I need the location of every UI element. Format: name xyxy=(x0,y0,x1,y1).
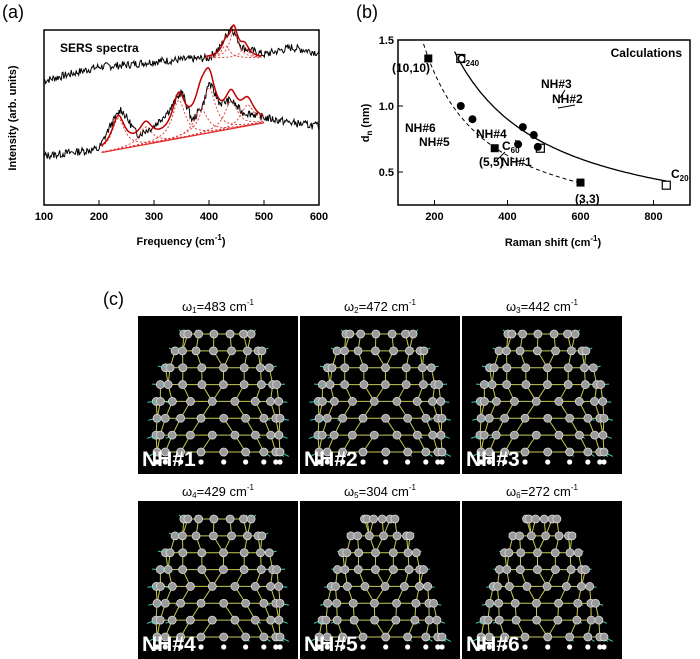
tile-label-3: NH#3 xyxy=(466,448,520,472)
panel-a-xtick-label: 200 xyxy=(90,211,108,223)
panel-b-frame xyxy=(398,40,690,205)
tile-caption-5: ω5=304 cm-1 xyxy=(300,483,460,500)
label-nh1: NH#1 xyxy=(501,155,532,169)
tile-label-2: NH#2 xyxy=(304,448,358,472)
panel-a-xtick-label: 600 xyxy=(310,211,328,223)
panel-b-ylabel: dn (nm) xyxy=(360,103,374,142)
tile-caption-4: ω4=429 cm-1 xyxy=(138,483,298,500)
label-nh5: NH#5 xyxy=(419,135,450,149)
label-tube-5-5: (5,5) xyxy=(479,155,504,169)
label-tube-10-10: (10,10) xyxy=(392,61,430,75)
panel-b-xtick-label: 400 xyxy=(498,211,516,223)
panel-b-xlabel: Raman shift (cm-1) xyxy=(505,234,602,249)
structure-image-4: NH#4 xyxy=(138,501,298,659)
structure-image-2: NH#2 xyxy=(300,316,460,474)
tile-label-1: NH#1 xyxy=(142,448,196,472)
panel-a-xtick-label: 100 xyxy=(35,211,53,223)
label-tube-3-3: (3,3) xyxy=(575,192,600,206)
panel-a-xtick-label: 300 xyxy=(145,211,163,223)
structure-image-1: NH#1 xyxy=(138,316,298,474)
panel-b-chart: Calculations dn (nm) Raman shift (cm-1) … xyxy=(355,0,700,280)
nanohorn-point xyxy=(519,123,527,131)
label-nh2: NH#2 xyxy=(552,92,583,106)
structure-image-3: NH#3 xyxy=(462,316,622,474)
nanotube-point xyxy=(577,179,585,187)
tile-label-5: NH#5 xyxy=(304,633,358,657)
panel-a-ylabel: Intensity (arb. units) xyxy=(7,65,19,170)
structure-image-6: NH#6 xyxy=(462,501,622,659)
panel-a-title: SERS spectra xyxy=(60,41,139,55)
tile-caption-2: ω2=472 cm-1 xyxy=(300,298,460,315)
panel-a-xtick-label: 500 xyxy=(255,211,273,223)
panel-a-frame xyxy=(44,30,319,205)
panel-label-c: (c) xyxy=(103,289,124,310)
panel-b-xtick-label: 600 xyxy=(571,211,589,223)
panel-b-xtick-label: 200 xyxy=(425,211,443,223)
nanohorn-point xyxy=(457,102,465,110)
nanohorn-point xyxy=(530,131,538,139)
spectrum-upper xyxy=(44,27,319,84)
tile-label-6: NH#6 xyxy=(466,633,520,657)
label-c240: C240 xyxy=(457,52,480,68)
nanohorn-point xyxy=(534,143,542,151)
peak-fit xyxy=(102,118,264,147)
panel-a-xlabel: Frequency (cm-1) xyxy=(136,233,225,248)
label-c20: C20 xyxy=(671,167,689,183)
panel-b-xtick-label: 800 xyxy=(644,211,662,223)
label-nh6: NH#6 xyxy=(405,121,436,135)
nanohorn-point xyxy=(468,115,476,123)
panel-b-title: Calculations xyxy=(611,46,683,60)
tile-caption-3: ω3=442 cm-1 xyxy=(462,298,622,315)
panel-b-ytick-label: 0.5 xyxy=(379,167,394,179)
nanotube-point xyxy=(491,144,499,152)
structure-image-5: NH#5 xyxy=(300,501,460,659)
panel-b-ytick-label: 1.5 xyxy=(379,35,394,47)
panel-b-ytick-label: 1.0 xyxy=(379,101,394,113)
fullerene-point xyxy=(662,181,670,189)
tile-caption-6: ω6=272 cm-1 xyxy=(462,483,622,500)
label-nh3: NH#3 xyxy=(541,77,572,91)
panel-a-xtick-label: 400 xyxy=(200,211,218,223)
tile-caption-1: ω1=483 cm-1 xyxy=(138,298,298,315)
panel-a-chart: SERS spectra Intensity (arb. units) Freq… xyxy=(0,0,340,280)
tile-label-4: NH#4 xyxy=(142,633,196,657)
